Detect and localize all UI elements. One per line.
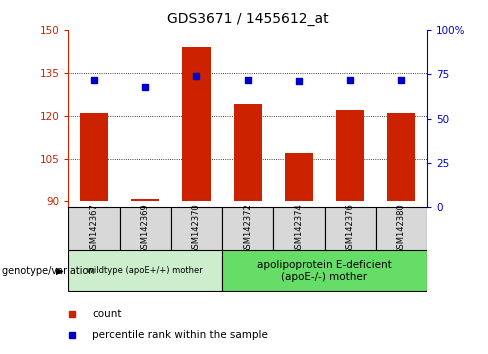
Text: GSM142376: GSM142376 [346, 203, 355, 254]
Text: percentile rank within the sample: percentile rank within the sample [92, 330, 268, 341]
Bar [183, 47, 210, 201]
Text: GSM142367: GSM142367 [89, 203, 99, 254]
Bar [222, 207, 273, 250]
Bar [68, 207, 120, 250]
Bar [131, 199, 159, 201]
Point [193, 73, 201, 79]
Point [295, 79, 303, 84]
Bar [387, 113, 415, 201]
Bar [234, 104, 262, 201]
Text: GSM142374: GSM142374 [294, 203, 304, 254]
Bar [68, 250, 222, 291]
Text: genotype/variation: genotype/variation [2, 266, 98, 276]
Bar [80, 113, 108, 201]
Text: GSM142369: GSM142369 [141, 203, 150, 254]
Text: GSM142380: GSM142380 [397, 203, 406, 254]
Bar [120, 207, 171, 250]
Point [90, 77, 98, 82]
Bar [336, 110, 364, 201]
Bar [171, 207, 222, 250]
Bar [222, 250, 427, 291]
Bar [285, 153, 313, 201]
Text: GSM142372: GSM142372 [243, 203, 252, 254]
Title: GDS3671 / 1455612_at: GDS3671 / 1455612_at [167, 12, 328, 26]
Point [398, 77, 406, 82]
Bar [376, 207, 427, 250]
Text: ▶: ▶ [56, 266, 63, 276]
Text: GSM142370: GSM142370 [192, 203, 201, 254]
Point [244, 77, 252, 82]
Text: apolipoprotein E-deficient
(apoE-/-) mother: apolipoprotein E-deficient (apoE-/-) mot… [257, 260, 392, 282]
Bar [273, 207, 325, 250]
Point [346, 77, 354, 82]
Bar [325, 207, 376, 250]
Text: count: count [92, 309, 122, 319]
Text: wildtype (apoE+/+) mother: wildtype (apoE+/+) mother [87, 266, 203, 275]
Point [142, 84, 149, 90]
